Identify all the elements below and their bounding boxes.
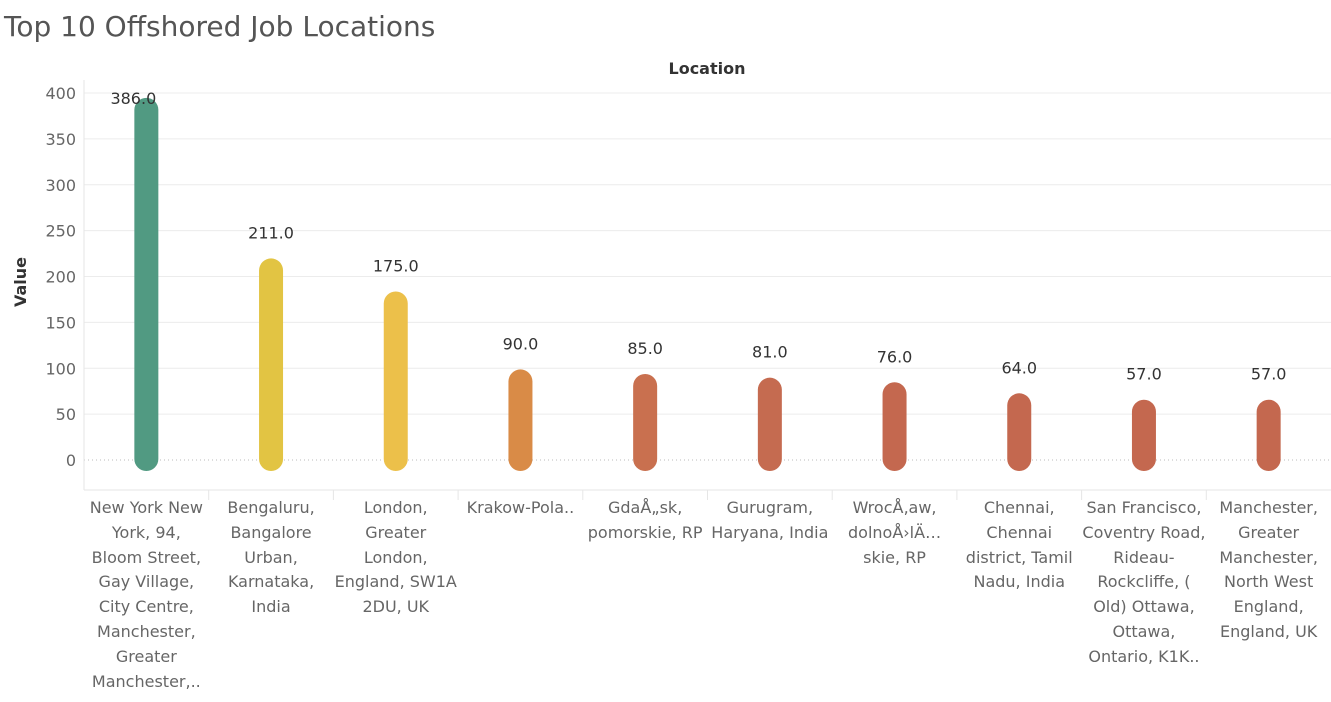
bars [134,97,1281,471]
y-tick-label: 0 [66,451,76,470]
bar[interactable] [1131,399,1156,471]
data-label: 90.0 [503,334,539,353]
x-tick-label: Bengaluru, Bangalore Urban, Karnataka, I… [227,498,315,617]
x-tick-label: GdaÅ„sk, pomorskie, RP [587,498,703,542]
data-label: 76.0 [877,347,913,366]
y-tick-label: 400 [45,84,76,103]
y-tick-label: 250 [45,222,76,241]
gridlines [83,80,1331,500]
y-tick-label: 200 [45,268,76,287]
x-tick-label: Gurugram, Haryana, India [711,498,829,542]
bar[interactable] [134,97,159,471]
x-tick-label: Krakow-Pola.. [466,498,575,517]
data-label: 81.0 [752,343,788,362]
data-label: 64.0 [1001,358,1037,377]
chart-title: Top 10 Offshored Job Locations [4,10,436,43]
y-tick-label: 150 [45,313,76,332]
bar[interactable] [633,374,658,471]
data-label: 175.0 [373,256,419,275]
bar[interactable] [1256,399,1281,471]
x-axis-title: Location [669,59,746,78]
y-tick-label: 50 [56,405,76,424]
x-tick-label: San Francisco, Coventry Road, Rideau-Roc… [1082,498,1206,666]
x-tick-label: London, Greater London, England, SW1A 2D… [334,498,457,617]
x-tick-label: Manchester, Greater Manchester, North We… [1219,498,1318,641]
data-label: 211.0 [248,223,294,242]
bar[interactable] [259,258,284,471]
bar[interactable] [383,291,408,471]
data-labels: 386.0 211.0 175.0 90.0 85.0 81.0 76.0 64.0 57.0 5… [110,89,1286,384]
y-tick-label: 350 [45,130,76,149]
x-tick-label: Chennai, Chennai district, Tamil Nadu, I… [965,498,1073,592]
data-label: 85.0 [627,339,663,358]
data-label: 57.0 [1251,365,1287,384]
y-axis-title: Value [11,257,30,307]
y-tick-label: 100 [45,359,76,378]
x-tick-label: WrocÅ‚aw, dolnoÅ›lÄ… skie, RP [848,498,942,567]
bar[interactable] [757,377,782,471]
data-label: 386.0 [110,89,156,108]
bar[interactable] [508,369,533,471]
y-tick-label: 300 [45,176,76,195]
data-label: 57.0 [1126,365,1162,384]
y-axis: 0 50 100 150 200 250 300 350 400 [45,84,76,470]
x-tick-label: New York New York, 94, Bloom Street, Gay… [89,498,203,691]
bar[interactable] [1007,393,1032,471]
bar[interactable] [882,382,907,471]
